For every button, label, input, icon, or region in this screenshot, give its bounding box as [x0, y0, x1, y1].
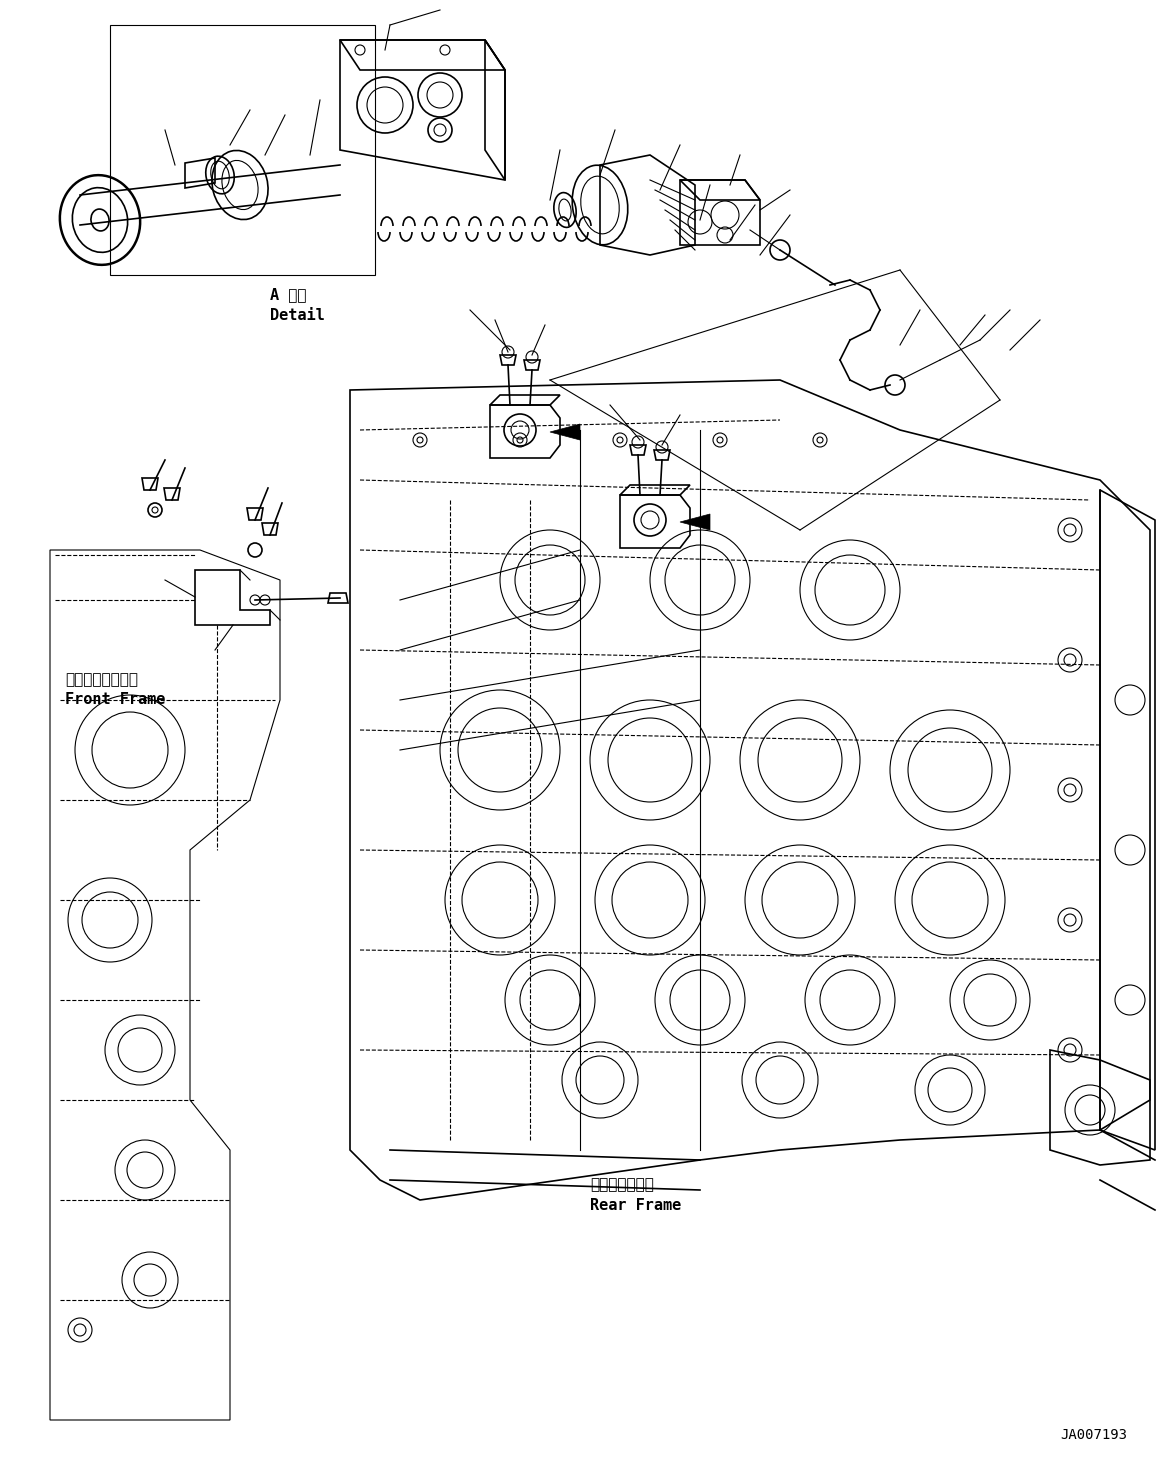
Text: フロントフレーム: フロントフレーム	[65, 673, 138, 688]
Polygon shape	[680, 514, 711, 530]
Text: JA007193: JA007193	[1060, 1428, 1127, 1442]
Bar	[110, 25, 375, 275]
Text: リヤーフレーム: リヤーフレーム	[590, 1177, 654, 1192]
Text: A 詳細: A 詳細	[271, 287, 307, 303]
Text: Front Frame: Front Frame	[65, 692, 165, 708]
Polygon shape	[550, 424, 580, 440]
Text: Rear Frame: Rear Frame	[590, 1198, 682, 1212]
Text: Detail: Detail	[271, 307, 325, 322]
